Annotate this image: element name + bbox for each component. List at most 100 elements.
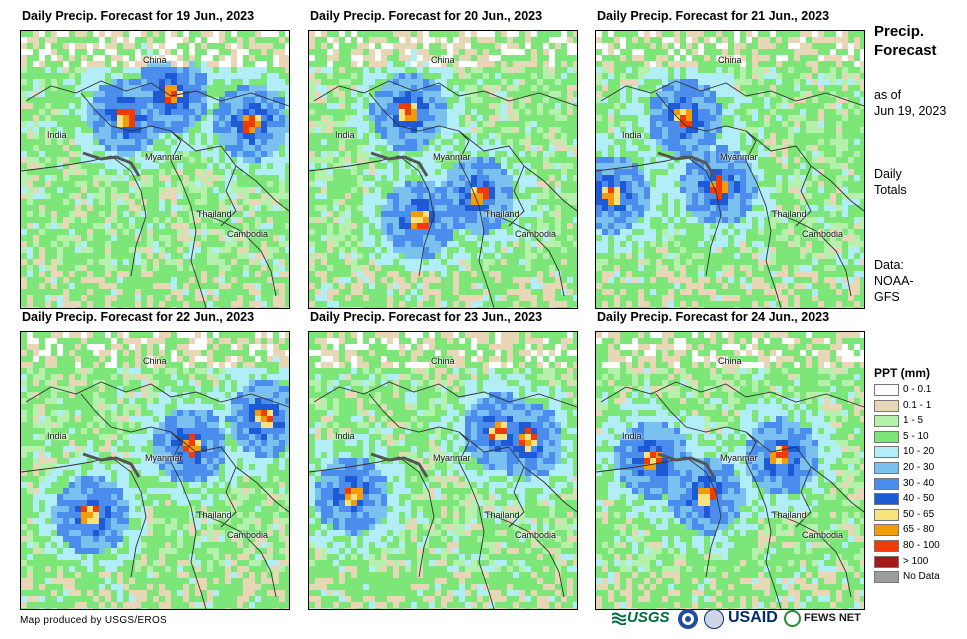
label-china: China: [431, 55, 455, 65]
panel-title: Daily Precip. Forecast for 24 Jun., 2023: [597, 310, 830, 324]
legend-swatch: [874, 384, 899, 396]
legend-item: 40 - 50: [874, 492, 966, 508]
data-label: Data:: [874, 258, 904, 272]
legend-label: 20 - 30: [903, 461, 935, 473]
label-india: India: [47, 130, 67, 140]
legend-item: 5 - 10: [874, 430, 966, 446]
commerce-seal-icon: [704, 609, 724, 629]
label-myanmar: Myanmar: [720, 453, 758, 463]
precip-raster: [309, 31, 577, 308]
legend-swatch: [874, 446, 899, 459]
legend-item: 50 - 65: [874, 508, 966, 524]
label-myanmar: Myanmar: [433, 453, 471, 463]
fewsnet-globe-icon: [784, 610, 801, 627]
label-china: China: [431, 356, 455, 366]
label-thailand: Thailand: [772, 209, 807, 219]
fewsnet-logo: FEWS NET: [784, 607, 866, 633]
label-china: China: [718, 55, 742, 65]
legend-swatch: [874, 555, 899, 568]
precip-map: China India Myanmar Thailand Cambodia: [308, 30, 578, 309]
legend-item: 0 - 0.1: [874, 383, 966, 399]
daily-totals-label: Daily Totals: [874, 167, 907, 197]
label-china: China: [718, 356, 742, 366]
label-cambodia: Cambodia: [227, 229, 269, 239]
precip-map: China India Myanmar Thailand Cambodia: [20, 30, 290, 309]
precip-raster: [309, 332, 577, 609]
legend-item: No Data: [874, 570, 966, 586]
legend: 0 - 0.1 0.1 - 1 1 - 5 5 - 10 10 - 20 20 - 30 3…: [874, 383, 966, 586]
panel-title: Daily Precip. Forecast for 23 Jun., 2023: [310, 310, 543, 324]
label-thailand: Thailand: [197, 209, 232, 219]
panel-title: Daily Precip. Forecast for 20 Jun., 2023: [310, 9, 543, 23]
legend-swatch: [874, 539, 899, 552]
legend-label: 80 - 100: [903, 539, 940, 551]
legend-title: PPT (mm): [874, 366, 931, 380]
legend-label: 50 - 65: [903, 508, 935, 520]
label-myanmar: Myanmar: [433, 152, 471, 162]
label-china: China: [143, 356, 167, 366]
precip-raster: [596, 31, 864, 308]
legend-item: 1 - 5: [874, 414, 966, 430]
precip-raster: [21, 332, 289, 609]
panel-title: Daily Precip. Forecast for 21 Jun., 2023: [597, 9, 830, 23]
data-source: NOAA-GFS: [874, 274, 914, 304]
label-myanmar: Myanmar: [720, 152, 758, 162]
legend-label: 0.1 - 1: [903, 399, 932, 411]
label-india: India: [47, 431, 67, 441]
label-cambodia: Cambodia: [227, 530, 269, 540]
label-cambodia: Cambodia: [802, 530, 844, 540]
label-myanmar: Myanmar: [145, 453, 183, 463]
legend-item: 80 - 100: [874, 539, 966, 555]
usgs-logo: USGS: [612, 607, 674, 633]
forecast-panel-1: Daily Precip. Forecast for 19 Jun., 2023…: [20, 6, 310, 309]
panel-title: Daily Precip. Forecast for 19 Jun., 2023: [22, 9, 255, 23]
legend-swatch: [874, 430, 899, 443]
precip-map: China India Myanmar Thailand Cambodia: [595, 30, 865, 309]
legend-item: 30 - 40: [874, 477, 966, 493]
label-thailand: Thailand: [485, 510, 520, 520]
label-myanmar: Myanmar: [145, 152, 183, 162]
legend-swatch: [874, 508, 899, 521]
label-china: China: [143, 55, 167, 65]
legend-label: 30 - 40: [903, 477, 935, 489]
legend-swatch: [874, 477, 899, 490]
usgs-wave-icon: [612, 612, 626, 625]
forecast-panel-4: Daily Precip. Forecast for 22 Jun., 2023…: [20, 307, 310, 610]
label-india: India: [335, 130, 355, 140]
forecast-panel-2: Daily Precip. Forecast for 20 Jun., 2023…: [308, 6, 598, 309]
precip-raster: [21, 31, 289, 308]
legend-swatch: [874, 571, 899, 584]
precip-map: China India Myanmar Thailand Cambodia: [308, 331, 578, 610]
legend-label: No Data: [903, 571, 940, 583]
legend-label: 65 - 80: [903, 524, 935, 536]
label-thailand: Thailand: [772, 510, 807, 520]
usgs-logo-text: USGS: [627, 609, 670, 626]
precip-raster: [596, 332, 864, 609]
legend-item: 20 - 30: [874, 461, 966, 477]
fewsnet-logo-text: FEWS NET: [804, 612, 861, 624]
label-india: India: [622, 130, 642, 140]
usaid-logo: USAID: [728, 607, 788, 633]
legend-label: 10 - 20: [903, 446, 935, 458]
legend-label: > 100: [903, 555, 929, 567]
legend-item: > 100: [874, 555, 966, 571]
legend-swatch: [874, 415, 899, 428]
legend-swatch: [874, 524, 899, 537]
label-thailand: Thailand: [197, 510, 232, 520]
panel-title: Daily Precip. Forecast for 22 Jun., 2023: [22, 310, 255, 324]
sidebar-title: Precip. Forecast: [874, 23, 937, 59]
precip-map: China India Myanmar Thailand Cambodia: [595, 331, 865, 610]
label-cambodia: Cambodia: [802, 229, 844, 239]
legend-swatch: [874, 493, 899, 506]
precip-map: China India Myanmar Thailand Cambodia: [20, 331, 290, 610]
usaid-logo-text: USAID: [728, 609, 778, 626]
label-india: India: [622, 431, 642, 441]
as-of-label: as of: [874, 88, 902, 102]
legend-item: 0.1 - 1: [874, 399, 966, 415]
legend-item: 10 - 20: [874, 445, 966, 461]
forecast-panel-5: Daily Precip. Forecast for 23 Jun., 2023…: [308, 307, 598, 610]
forecast-panel-6: Daily Precip. Forecast for 24 Jun., 2023…: [595, 307, 885, 610]
as-of-date: Jun 19, 2023: [874, 104, 947, 118]
legend-label: 5 - 10: [903, 430, 929, 442]
agency-logos: USGS USAID FEWS NET: [612, 607, 872, 633]
